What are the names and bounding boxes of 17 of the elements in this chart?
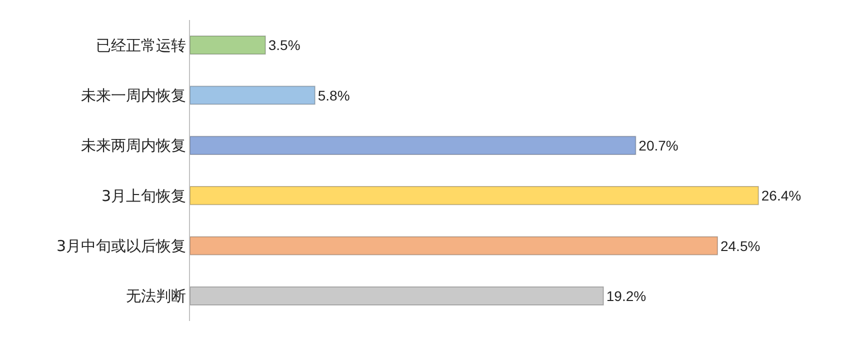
bar (190, 236, 718, 256)
y-tick-label: 3月中旬或以后恢复 (56, 237, 186, 255)
data-label: 24.5% (720, 238, 760, 254)
data-label: 20.7% (638, 137, 678, 154)
y-tick-label: 无法判断 (126, 287, 186, 306)
y-tick-label: 未来两周内恢复 (81, 136, 186, 155)
data-label: 26.4% (761, 188, 802, 204)
bar (190, 186, 759, 206)
data-label: 5.8% (318, 87, 350, 104)
bar (190, 136, 636, 155)
bar (190, 86, 316, 105)
data-label: 19.2% (606, 288, 646, 304)
bar (190, 36, 266, 55)
y-tick-label: 未来一周内恢复 (81, 86, 186, 104)
y-tick-label: 已经正常运转 (96, 36, 186, 54)
y-tick-label: 3月上旬恢复 (101, 186, 186, 205)
data-label: 3.5% (268, 37, 300, 54)
